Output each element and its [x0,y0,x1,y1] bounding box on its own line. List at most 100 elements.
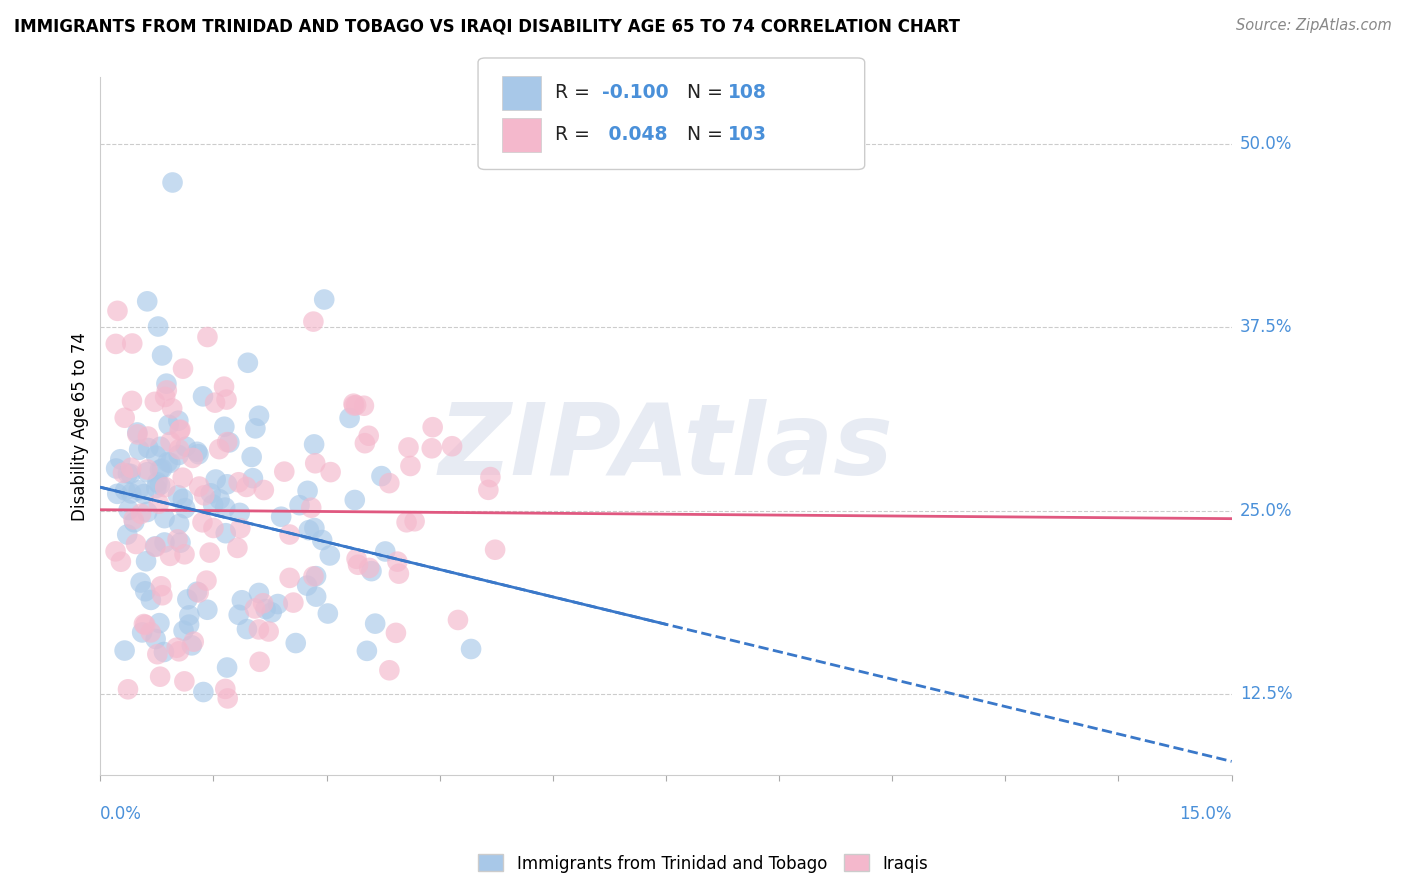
Point [370,469,392,483]
Point [354,436,377,450]
Point [176,592,198,607]
Point [252,596,274,610]
Point [179,608,201,623]
Point [131,625,153,640]
Point [214,681,236,696]
Point [460,642,482,657]
Point [191,389,214,403]
Point [159,456,181,470]
Point [208,492,231,507]
Point [136,462,159,476]
Point [145,481,167,495]
Point [198,546,221,560]
Point [304,521,326,535]
Point [139,593,162,607]
Point [477,483,499,497]
Point [186,444,208,458]
Point [347,558,370,572]
Text: -0.100: -0.100 [602,83,668,103]
Text: 12.5%: 12.5% [1240,685,1292,703]
Point [343,399,366,413]
Point [479,470,502,484]
Point [353,399,375,413]
Point [122,512,145,526]
Point [120,486,142,500]
Point [314,293,336,307]
Point [150,588,173,602]
Point [120,467,142,481]
Point [132,487,155,501]
Point [117,527,139,541]
Point [297,483,319,498]
Point [105,487,128,501]
Point [356,644,378,658]
Point [247,586,270,600]
Point [135,554,157,568]
Point [378,663,401,677]
Point [305,590,328,604]
Point [202,521,225,535]
Y-axis label: Disability Age 65 to 74: Disability Age 65 to 74 [72,332,89,521]
Point [228,506,250,520]
Point [200,486,222,500]
Point [422,420,444,434]
Point [214,419,236,434]
Point [388,566,411,581]
Point [298,523,321,537]
Point [173,674,195,689]
Text: 15.0%: 15.0% [1180,805,1232,823]
Point [319,465,342,479]
Point [173,547,195,561]
Point [257,624,280,639]
Point [183,634,205,648]
Point [187,447,209,461]
Point [114,410,136,425]
Point [143,540,166,554]
Point [247,409,270,423]
Point [217,691,239,706]
Point [146,647,169,661]
Point [267,597,290,611]
Point [127,425,149,440]
Point [167,488,190,502]
Point [228,607,250,622]
Point [166,640,188,655]
Point [153,535,176,549]
Point [339,411,361,425]
Point [127,427,149,442]
Point [193,488,215,502]
Point [110,452,132,467]
Point [132,617,155,632]
Point [110,555,132,569]
Point [208,442,231,457]
Point [153,390,176,404]
Point [283,596,305,610]
Point [204,473,226,487]
Point [302,569,325,583]
Point [134,618,156,632]
Point [117,682,139,697]
Point [288,498,311,512]
Point [153,511,176,525]
Point [316,607,339,621]
Point [217,435,239,450]
Point [447,613,470,627]
Point [374,544,396,558]
Point [129,507,152,521]
Point [150,348,173,362]
Point [278,571,301,585]
Point [136,505,159,519]
Point [226,541,249,555]
Point [231,593,253,607]
Point [172,361,194,376]
Point [278,527,301,541]
Point [195,603,218,617]
Text: ZIPAtlas: ZIPAtlas [439,399,893,496]
Point [172,471,194,485]
Point [253,483,276,497]
Point [157,417,180,432]
Point [364,616,387,631]
Point [378,476,401,491]
Point [344,398,367,412]
Point [143,394,166,409]
